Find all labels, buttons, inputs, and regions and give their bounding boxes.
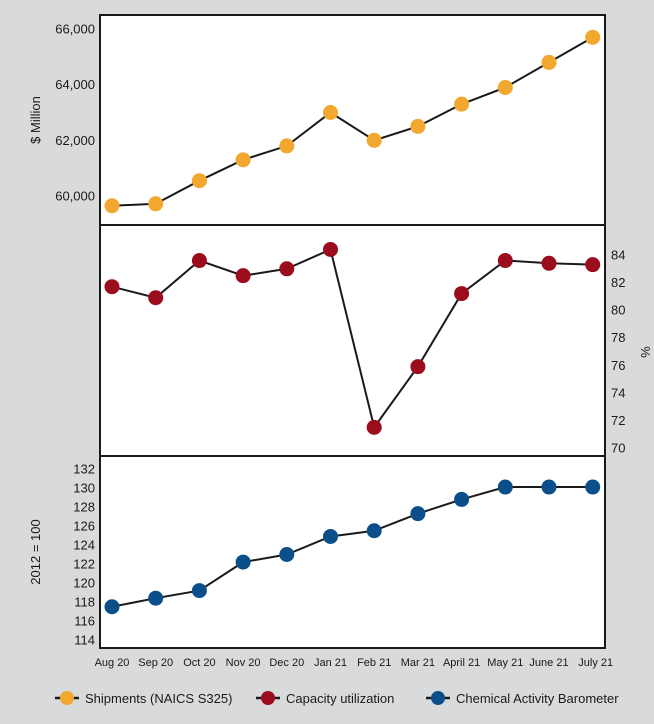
tick-label-barometer: 126 <box>73 519 95 534</box>
tick-label-capacity: 82 <box>611 275 625 290</box>
tick-label-shipments: 60,000 <box>55 189 95 204</box>
data-point-barometer <box>497 479 513 495</box>
data-point-capacity <box>235 268 251 284</box>
data-point-barometer <box>541 479 557 495</box>
data-point-shipments <box>541 54 557 70</box>
tick-label-barometer: 128 <box>73 500 95 515</box>
legend-label: Capacity utilization <box>286 691 394 706</box>
data-point-shipments <box>410 118 426 134</box>
tick-label-capacity: 84 <box>611 248 625 263</box>
tick-label-barometer: 120 <box>73 576 95 591</box>
legend-label: Chemical Activity Barometer <box>456 691 619 706</box>
x-tick-label: Sep 20 <box>138 657 173 669</box>
x-tick-label: May 21 <box>487 657 523 669</box>
data-point-shipments <box>104 198 120 214</box>
legend: Shipments (NAICS S325) Capacity utilizati… <box>55 691 619 706</box>
data-point-barometer <box>366 523 382 539</box>
legend-marker <box>261 691 275 705</box>
data-point-barometer <box>410 506 426 522</box>
data-point-shipments <box>366 132 382 148</box>
tick-label-barometer: 116 <box>74 614 95 629</box>
x-tick-label: July 21 <box>578 657 613 669</box>
tick-label-barometer: 118 <box>74 595 95 610</box>
data-point-capacity <box>410 359 426 375</box>
data-point-barometer <box>235 554 251 570</box>
tick-label-capacity: 74 <box>611 385 625 400</box>
data-point-capacity <box>541 255 557 271</box>
axis-label-barometer: 2012 = 100 <box>28 519 43 584</box>
tick-label-capacity: 78 <box>611 330 625 345</box>
x-tick-label: Mar 21 <box>401 657 435 669</box>
data-point-barometer <box>323 528 338 544</box>
tick-label-capacity: 70 <box>611 441 625 456</box>
data-point-barometer <box>191 583 207 599</box>
data-point-capacity <box>366 419 382 435</box>
panel-shipments-frame <box>99 14 606 226</box>
data-point-shipments <box>585 29 601 45</box>
x-tick-label: Nov 20 <box>226 657 261 669</box>
axis-label-capacity: % <box>638 346 653 358</box>
data-point-shipments <box>235 152 251 168</box>
data-point-barometer <box>104 599 120 615</box>
data-point-capacity <box>191 253 207 269</box>
panel-barometer-frame <box>99 455 606 649</box>
legend-marker <box>431 691 445 705</box>
data-point-capacity <box>279 261 295 277</box>
data-point-barometer <box>454 491 470 507</box>
tick-label-barometer: 114 <box>74 633 95 648</box>
tick-label-shipments: 62,000 <box>55 133 95 148</box>
legend-marker <box>60 691 74 705</box>
data-point-shipments <box>279 138 295 154</box>
axis-label-shipments: $ Million <box>28 96 43 144</box>
tick-label-barometer: 122 <box>73 557 95 572</box>
data-point-capacity <box>497 253 513 269</box>
data-point-shipments <box>497 79 513 95</box>
x-tick-label: Dec 20 <box>269 657 304 669</box>
x-tick-label: Jan 21 <box>314 657 347 669</box>
data-point-capacity <box>323 241 338 257</box>
data-point-barometer <box>148 590 164 606</box>
data-point-capacity <box>148 290 164 306</box>
data-point-capacity <box>104 279 120 295</box>
tick-label-capacity: 76 <box>611 358 625 373</box>
tick-label-capacity: 72 <box>611 413 625 428</box>
data-point-shipments <box>148 196 164 212</box>
legend-label: Shipments (NAICS S325) <box>85 691 232 706</box>
x-tick-label: Feb 21 <box>357 657 391 669</box>
x-tick-label: Aug 20 <box>95 657 130 669</box>
data-point-barometer <box>279 547 295 562</box>
x-tick-label: April 21 <box>443 657 480 669</box>
data-point-barometer <box>585 479 601 495</box>
series-line-shipments <box>111 36 594 207</box>
data-point-shipments <box>323 105 338 120</box>
tick-label-barometer: 124 <box>73 538 95 553</box>
data-point-capacity <box>454 286 470 302</box>
tick-label-shipments: 64,000 <box>55 77 95 92</box>
x-tick-label: June 21 <box>529 657 568 669</box>
tick-label-capacity: 80 <box>611 303 625 318</box>
tick-label-shipments: 66,000 <box>55 22 95 37</box>
x-tick-label: Oct 20 <box>183 657 215 669</box>
data-point-capacity <box>585 257 601 273</box>
tick-label-barometer: 130 <box>73 481 95 496</box>
tick-label-barometer: 132 <box>73 462 95 477</box>
data-point-shipments <box>191 173 207 189</box>
data-point-shipments <box>454 96 470 112</box>
